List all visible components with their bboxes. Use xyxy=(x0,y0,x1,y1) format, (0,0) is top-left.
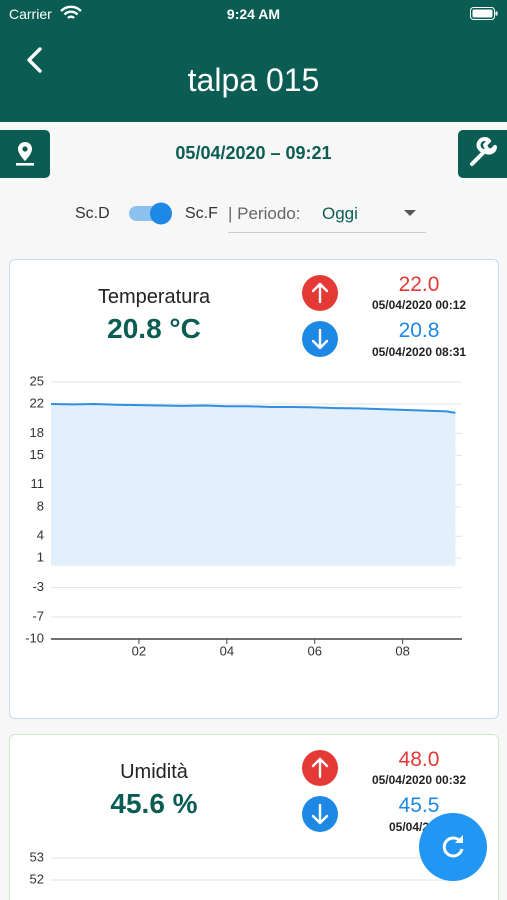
humidity-card xyxy=(9,734,499,900)
max-time: 05/04/2020 00:32 xyxy=(371,773,467,787)
dropdown-arrow[interactable] xyxy=(402,208,418,218)
x-tick-label: 06 xyxy=(308,643,322,658)
y-tick-label: -7 xyxy=(32,608,44,623)
y-tick-label: 11 xyxy=(31,476,45,491)
x-tick-label: 08 xyxy=(395,643,409,658)
location-button[interactable] xyxy=(0,130,50,178)
min-icon xyxy=(302,321,338,357)
wifi-icon xyxy=(60,5,82,19)
period-label: | Periodo: xyxy=(228,204,301,223)
y-tick-label: 52 xyxy=(30,871,44,886)
area xyxy=(51,404,456,566)
refresh-button[interactable] xyxy=(417,811,491,885)
carrier: Carrier xyxy=(9,6,52,22)
toggle-label: Sc.D xyxy=(75,205,110,222)
x-tick-label: 04 xyxy=(220,643,234,658)
y-tick-label: 8 xyxy=(37,498,44,513)
y-tick-label: 18 xyxy=(30,425,44,440)
card-value: 45.6 % xyxy=(110,788,198,819)
max-icon xyxy=(302,275,338,311)
min-value: 20.8 xyxy=(398,319,440,342)
y-tick-label: 1 xyxy=(37,550,44,565)
card-title: Umidità xyxy=(120,761,188,783)
period-dropdown[interactable]: Oggi xyxy=(322,204,358,223)
date-time: 05/04/2020 – 09:21 xyxy=(175,143,332,163)
min-icon xyxy=(302,796,338,832)
max-value: 22.0 xyxy=(398,273,440,296)
card-value: 20.8 °C xyxy=(107,313,201,344)
page-title: talpa 015 xyxy=(187,62,320,98)
max-time: 05/04/2020 00:12 xyxy=(371,298,467,312)
y-tick-label: 4 xyxy=(37,528,44,543)
y-tick-label: -10 xyxy=(25,630,44,645)
y-tick-label: 15 xyxy=(30,447,44,462)
max-value: 48.0 xyxy=(398,748,440,771)
dropdown-underline xyxy=(228,232,426,233)
line xyxy=(50,403,456,414)
settings-button[interactable] xyxy=(458,130,507,178)
clock: 9:24 AM xyxy=(226,6,281,22)
min-time: 05/04/2020 08:31 xyxy=(371,345,467,359)
toggle-switch[interactable] xyxy=(127,200,175,226)
max-icon xyxy=(302,750,338,786)
y-tick-label: 25 xyxy=(30,373,44,388)
back-button[interactable] xyxy=(24,46,46,74)
x-tick-label: 02 xyxy=(132,643,146,658)
battery-icon xyxy=(470,7,498,20)
y-tick-label: 22 xyxy=(30,395,44,410)
app-bar xyxy=(0,0,507,122)
y-tick-label: -3 xyxy=(32,579,44,594)
toggle-label: Sc.F xyxy=(185,205,218,222)
y-tick-label: 53 xyxy=(30,849,44,864)
min-value: 45.5 xyxy=(398,794,440,817)
card-title: Temperatura xyxy=(97,286,211,308)
